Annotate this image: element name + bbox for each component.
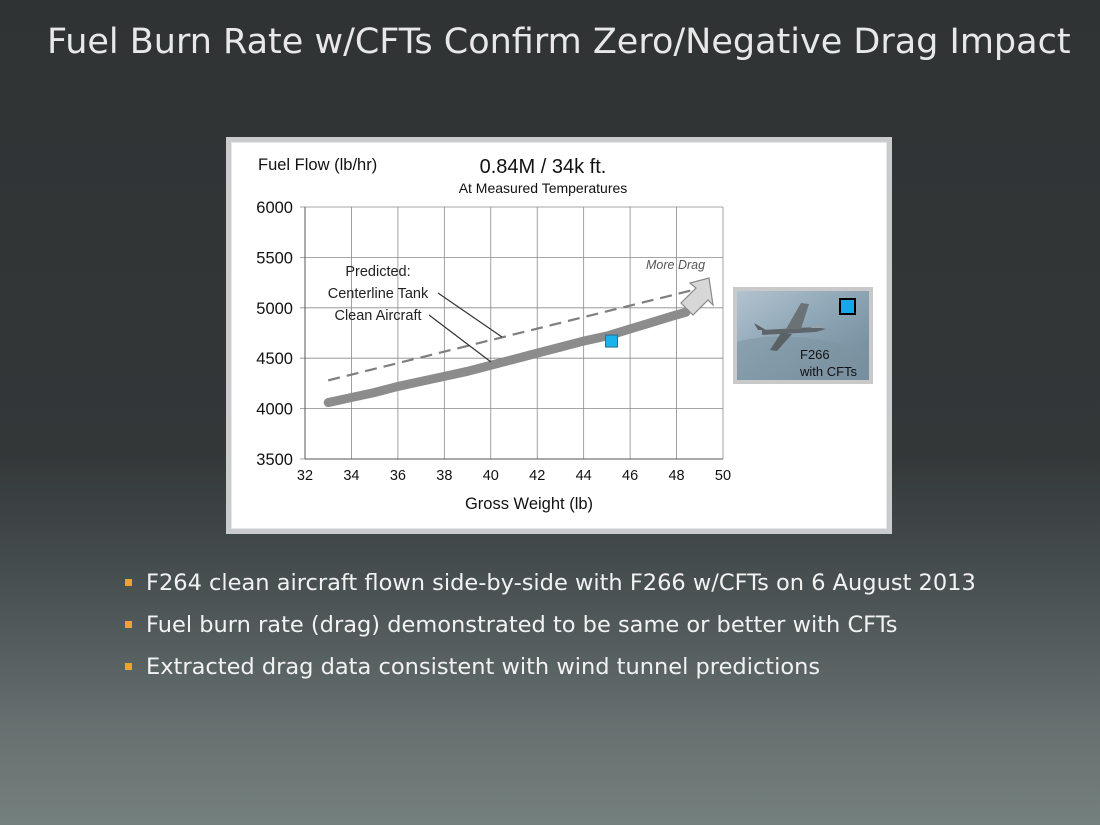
grid (300, 206, 724, 460)
y-tick-label: 3500 (256, 451, 293, 469)
y-tick-label: 5000 (256, 300, 293, 318)
bullet-text: Fuel burn rate (drag) demonstrated to be… (146, 612, 898, 638)
aircraft-photo: F266 with CFTs (733, 287, 873, 384)
more-drag-annotation: More Drag (646, 258, 714, 316)
bullet-item: Extracted drag data consistent with wind… (124, 652, 976, 694)
x-tick-label: 42 (529, 468, 545, 484)
slide-title: Fuel Burn Rate w/CFTs Confirm Zero/Negat… (47, 22, 1071, 62)
data-point-f266-with-cfts (605, 334, 619, 348)
x-tick-label: 50 (715, 468, 731, 484)
x-tick-label: 44 (576, 468, 592, 484)
series (323, 289, 691, 408)
bullet-square-icon (125, 621, 132, 628)
centerline-leader-line (437, 292, 503, 338)
bullet-text: Extracted drag data consistent with wind… (146, 654, 821, 680)
chart-title: 0.84M / 34k ft. (480, 156, 607, 178)
y-tick-label: 6000 (256, 199, 293, 217)
x-tick-label: 48 (668, 468, 684, 484)
bullet-square-icon (125, 579, 132, 586)
chart-subtitle: At Measured Temperatures (459, 180, 628, 196)
fuel-flow-chart: 32 34 36 38 40 42 44 46 48 50 3500 4000 4500 5000 5500… (256, 156, 873, 513)
x-tick-label: 46 (622, 468, 638, 484)
clean-leader-line (428, 314, 492, 363)
bullet-text: F264 clean aircraft flown side-by-side w… (146, 570, 976, 596)
photo-label-with-cfts: with CFTs (799, 364, 858, 379)
x-tick-label: 36 (390, 468, 406, 484)
bullet-list: F264 clean aircraft flown side-by-side w… (124, 568, 976, 694)
predicted-clean-label: Clean Aircraft (334, 308, 421, 324)
y-tick-label: 5500 (256, 249, 293, 267)
predicted-label: Predicted: (345, 264, 410, 280)
x-tick-label: 32 (297, 468, 313, 484)
bullet-item: Fuel burn rate (drag) demonstrated to be… (124, 610, 976, 652)
f266-marker-icon (839, 298, 856, 315)
x-tick-label: 40 (483, 468, 499, 484)
series-line-clean-aircraft (323, 307, 691, 408)
series-line-centerline-tank (327, 289, 691, 382)
f18-jet-icon (754, 303, 826, 351)
y-tick-label: 4500 (256, 350, 293, 368)
x-axis-label: Gross Weight (lb) (465, 495, 593, 513)
more-drag-label: More Drag (646, 258, 705, 272)
photo-label-f266: F266 (800, 347, 830, 362)
bullet-item: F264 clean aircraft flown side-by-side w… (124, 568, 976, 610)
x-tick-label: 38 (436, 468, 452, 484)
predicted-annotation: Predicted: Centerline Tank Clean Aircraf… (328, 264, 429, 324)
y-tick-label: 4000 (256, 401, 293, 419)
more-drag-arrow-icon (680, 277, 714, 316)
bullet-square-icon (125, 663, 132, 670)
axes: 32 34 36 38 40 42 44 46 48 50 3500 4000 4500 5000 5500… (256, 199, 731, 484)
y-axis-label: Fuel Flow (lb/hr) (258, 156, 377, 174)
x-tick-label: 34 (343, 468, 359, 484)
predicted-centerline-label: Centerline Tank (328, 286, 429, 302)
chart-panel: 32 34 36 38 40 42 44 46 48 50 3500 4000 4500 5000 5500… (226, 137, 892, 534)
